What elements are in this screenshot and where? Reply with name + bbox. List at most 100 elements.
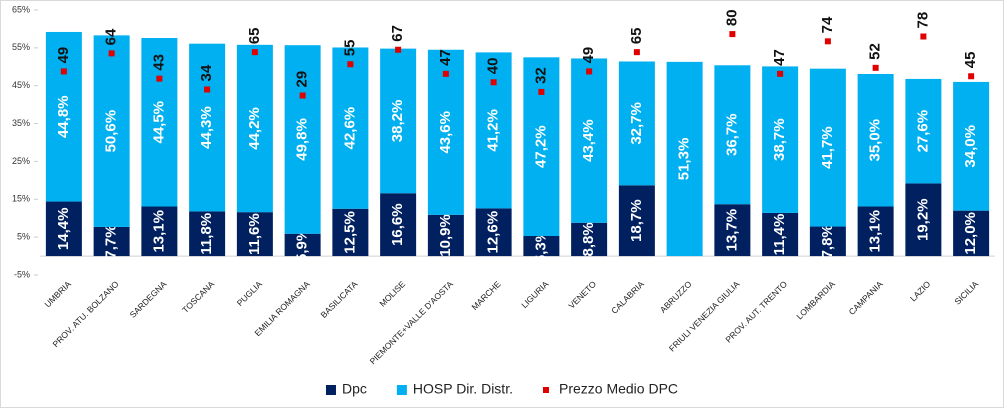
- value-label: 42,6%: [341, 107, 358, 150]
- value-label: 44,5%: [150, 101, 167, 144]
- value-label: 27,6%: [914, 110, 931, 153]
- value-label: 50,6%: [103, 110, 120, 153]
- price-label: 78: [914, 12, 931, 29]
- bar-segment: [857, 206, 894, 257]
- value-label: 19,2%: [914, 198, 931, 241]
- bar-segment: [809, 226, 846, 257]
- y-tick-label: 25%: [12, 156, 30, 166]
- legend-swatch: [396, 385, 407, 395]
- bar-segment: [666, 61, 703, 257]
- value-label: 11,8%: [198, 213, 215, 255]
- price-marker: [920, 33, 927, 40]
- price-marker: [299, 92, 306, 99]
- value-label: 10,9%: [437, 214, 454, 257]
- price-label: 64: [103, 28, 120, 45]
- value-label: 43,6%: [437, 111, 454, 154]
- value-label: 13,1%: [867, 210, 884, 253]
- value-label: 8,8%: [580, 222, 597, 256]
- bar-segment: [714, 65, 751, 205]
- y-tick-label: 55%: [12, 42, 30, 52]
- price-marker: [824, 38, 831, 45]
- price-marker: [251, 49, 258, 56]
- bar-segment: [427, 49, 464, 215]
- price-label: 80: [723, 9, 740, 26]
- bar-segment: [236, 44, 273, 213]
- price-marker: [60, 68, 67, 75]
- bar-segment: [475, 52, 512, 209]
- bar-segment: [618, 61, 655, 186]
- bar-segment: [284, 45, 321, 234]
- y-tick-label: 5%: [17, 232, 30, 242]
- value-label: 44,3%: [198, 106, 215, 149]
- price-marker: [108, 50, 115, 57]
- bar-segment: [380, 193, 417, 257]
- price-label: 65: [628, 27, 645, 44]
- price-label: 52: [867, 43, 884, 60]
- bar-segment: [427, 214, 464, 257]
- y-tick-label: 35%: [12, 118, 30, 128]
- value-label: 38,2%: [389, 100, 406, 143]
- value-label: 11,4%: [771, 214, 788, 256]
- value-label: 47,2%: [532, 125, 549, 168]
- value-label: 18,7%: [628, 199, 645, 242]
- bar-segment: [905, 78, 942, 184]
- price-label: 45: [962, 52, 979, 69]
- y-tick-label: -5%: [14, 269, 30, 279]
- bar-segment: [523, 236, 560, 257]
- value-label: 41,7%: [819, 126, 836, 169]
- value-label: 44,8%: [55, 95, 72, 138]
- value-label: 36,7%: [723, 113, 740, 156]
- price-label: 40: [485, 58, 502, 75]
- value-label: 13,1%: [150, 210, 167, 253]
- value-label: 41,2%: [485, 109, 502, 152]
- price-marker: [156, 75, 163, 82]
- value-label: 13,7%: [723, 209, 740, 252]
- legend-label: Dpc: [342, 381, 367, 397]
- legend-label: HOSP Dir. Distr.: [413, 381, 513, 397]
- bar-segment: [141, 38, 178, 207]
- bar-segment: [953, 81, 990, 211]
- legend: Dpc HOSP Dir. Distr. Prezzo Medio DPC: [325, 381, 678, 397]
- price-marker: [633, 49, 640, 56]
- value-label: 34,0%: [962, 125, 979, 168]
- value-label: 16,6%: [389, 203, 406, 246]
- price-label: 32: [532, 67, 549, 84]
- bar-segment: [332, 208, 369, 257]
- bar-segment: [571, 222, 608, 257]
- bar-segment: [905, 183, 942, 257]
- bar-segment: [284, 233, 321, 257]
- legend-swatch: [325, 385, 336, 395]
- bar-segment: [380, 48, 417, 194]
- bar-segment: [762, 66, 799, 213]
- value-label: 14,4%: [55, 208, 72, 251]
- price-marker: [347, 61, 354, 68]
- price-marker: [442, 70, 449, 77]
- bar-segment: [762, 212, 799, 257]
- bar-segment: [953, 210, 990, 257]
- bar-segment: [714, 204, 751, 257]
- value-label: 5,9%: [294, 228, 311, 262]
- legend-label: Prezzo Medio DPC: [559, 381, 678, 397]
- bar-segment: [93, 226, 130, 257]
- bar-segment: [523, 57, 560, 237]
- price-label: 49: [580, 47, 597, 64]
- y-tick-label: 65%: [12, 4, 30, 14]
- price-label: 43: [150, 54, 167, 71]
- price-label: 55: [341, 40, 358, 57]
- price-label: 49: [55, 47, 72, 64]
- bar-segment: [45, 201, 82, 257]
- price-marker: [968, 73, 975, 80]
- price-label: 47: [771, 49, 788, 66]
- price-label: 65: [246, 27, 263, 44]
- bar-segment: [809, 68, 846, 227]
- price-marker: [586, 68, 593, 75]
- legend-swatch: [542, 387, 549, 393]
- value-label: 32,7%: [628, 102, 645, 145]
- value-label: 12,6%: [485, 211, 502, 254]
- bar-segment: [475, 208, 512, 257]
- price-label: 67: [389, 25, 406, 42]
- value-label: 12,5%: [341, 211, 358, 254]
- y-tick-label: 45%: [12, 80, 30, 90]
